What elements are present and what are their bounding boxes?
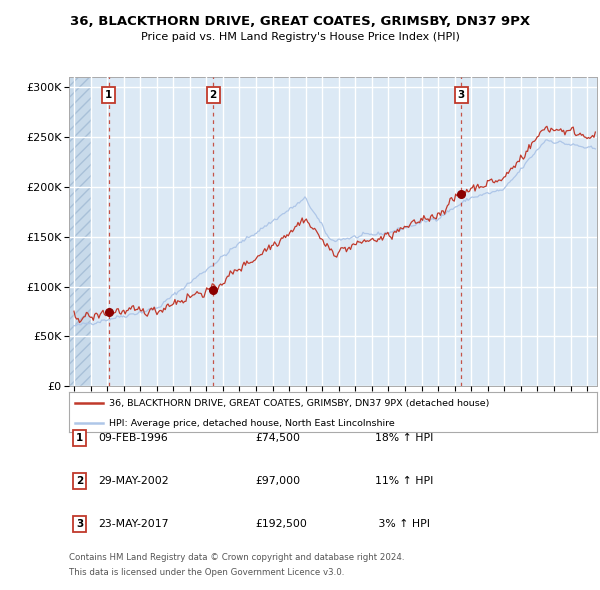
Text: 2: 2	[76, 476, 83, 486]
Text: £97,000: £97,000	[255, 476, 300, 486]
Text: £74,500: £74,500	[255, 433, 300, 442]
Text: 3: 3	[457, 90, 465, 100]
Text: 2: 2	[209, 90, 217, 100]
Text: 29-MAY-2002: 29-MAY-2002	[98, 476, 169, 486]
Text: 23-MAY-2017: 23-MAY-2017	[98, 519, 168, 529]
Text: 1: 1	[76, 433, 83, 442]
Text: 1: 1	[105, 90, 113, 100]
Text: Contains HM Land Registry data © Crown copyright and database right 2024.: Contains HM Land Registry data © Crown c…	[69, 553, 404, 562]
Text: 18% ↑ HPI: 18% ↑ HPI	[375, 433, 433, 442]
Text: 11% ↑ HPI: 11% ↑ HPI	[375, 476, 433, 486]
Text: Price paid vs. HM Land Registry's House Price Index (HPI): Price paid vs. HM Land Registry's House …	[140, 32, 460, 42]
Text: 3% ↑ HPI: 3% ↑ HPI	[375, 519, 430, 529]
Text: £192,500: £192,500	[255, 519, 307, 529]
Text: 36, BLACKTHORN DRIVE, GREAT COATES, GRIMSBY, DN37 9PX (detached house): 36, BLACKTHORN DRIVE, GREAT COATES, GRIM…	[109, 399, 489, 408]
Bar	[69, 77, 91, 386]
Text: 36, BLACKTHORN DRIVE, GREAT COATES, GRIMSBY, DN37 9PX: 36, BLACKTHORN DRIVE, GREAT COATES, GRIM…	[70, 15, 530, 28]
Text: 3: 3	[76, 519, 83, 529]
Text: 09-FEB-1996: 09-FEB-1996	[98, 433, 167, 442]
Text: This data is licensed under the Open Government Licence v3.0.: This data is licensed under the Open Gov…	[69, 568, 344, 577]
Text: HPI: Average price, detached house, North East Lincolnshire: HPI: Average price, detached house, Nort…	[109, 419, 394, 428]
